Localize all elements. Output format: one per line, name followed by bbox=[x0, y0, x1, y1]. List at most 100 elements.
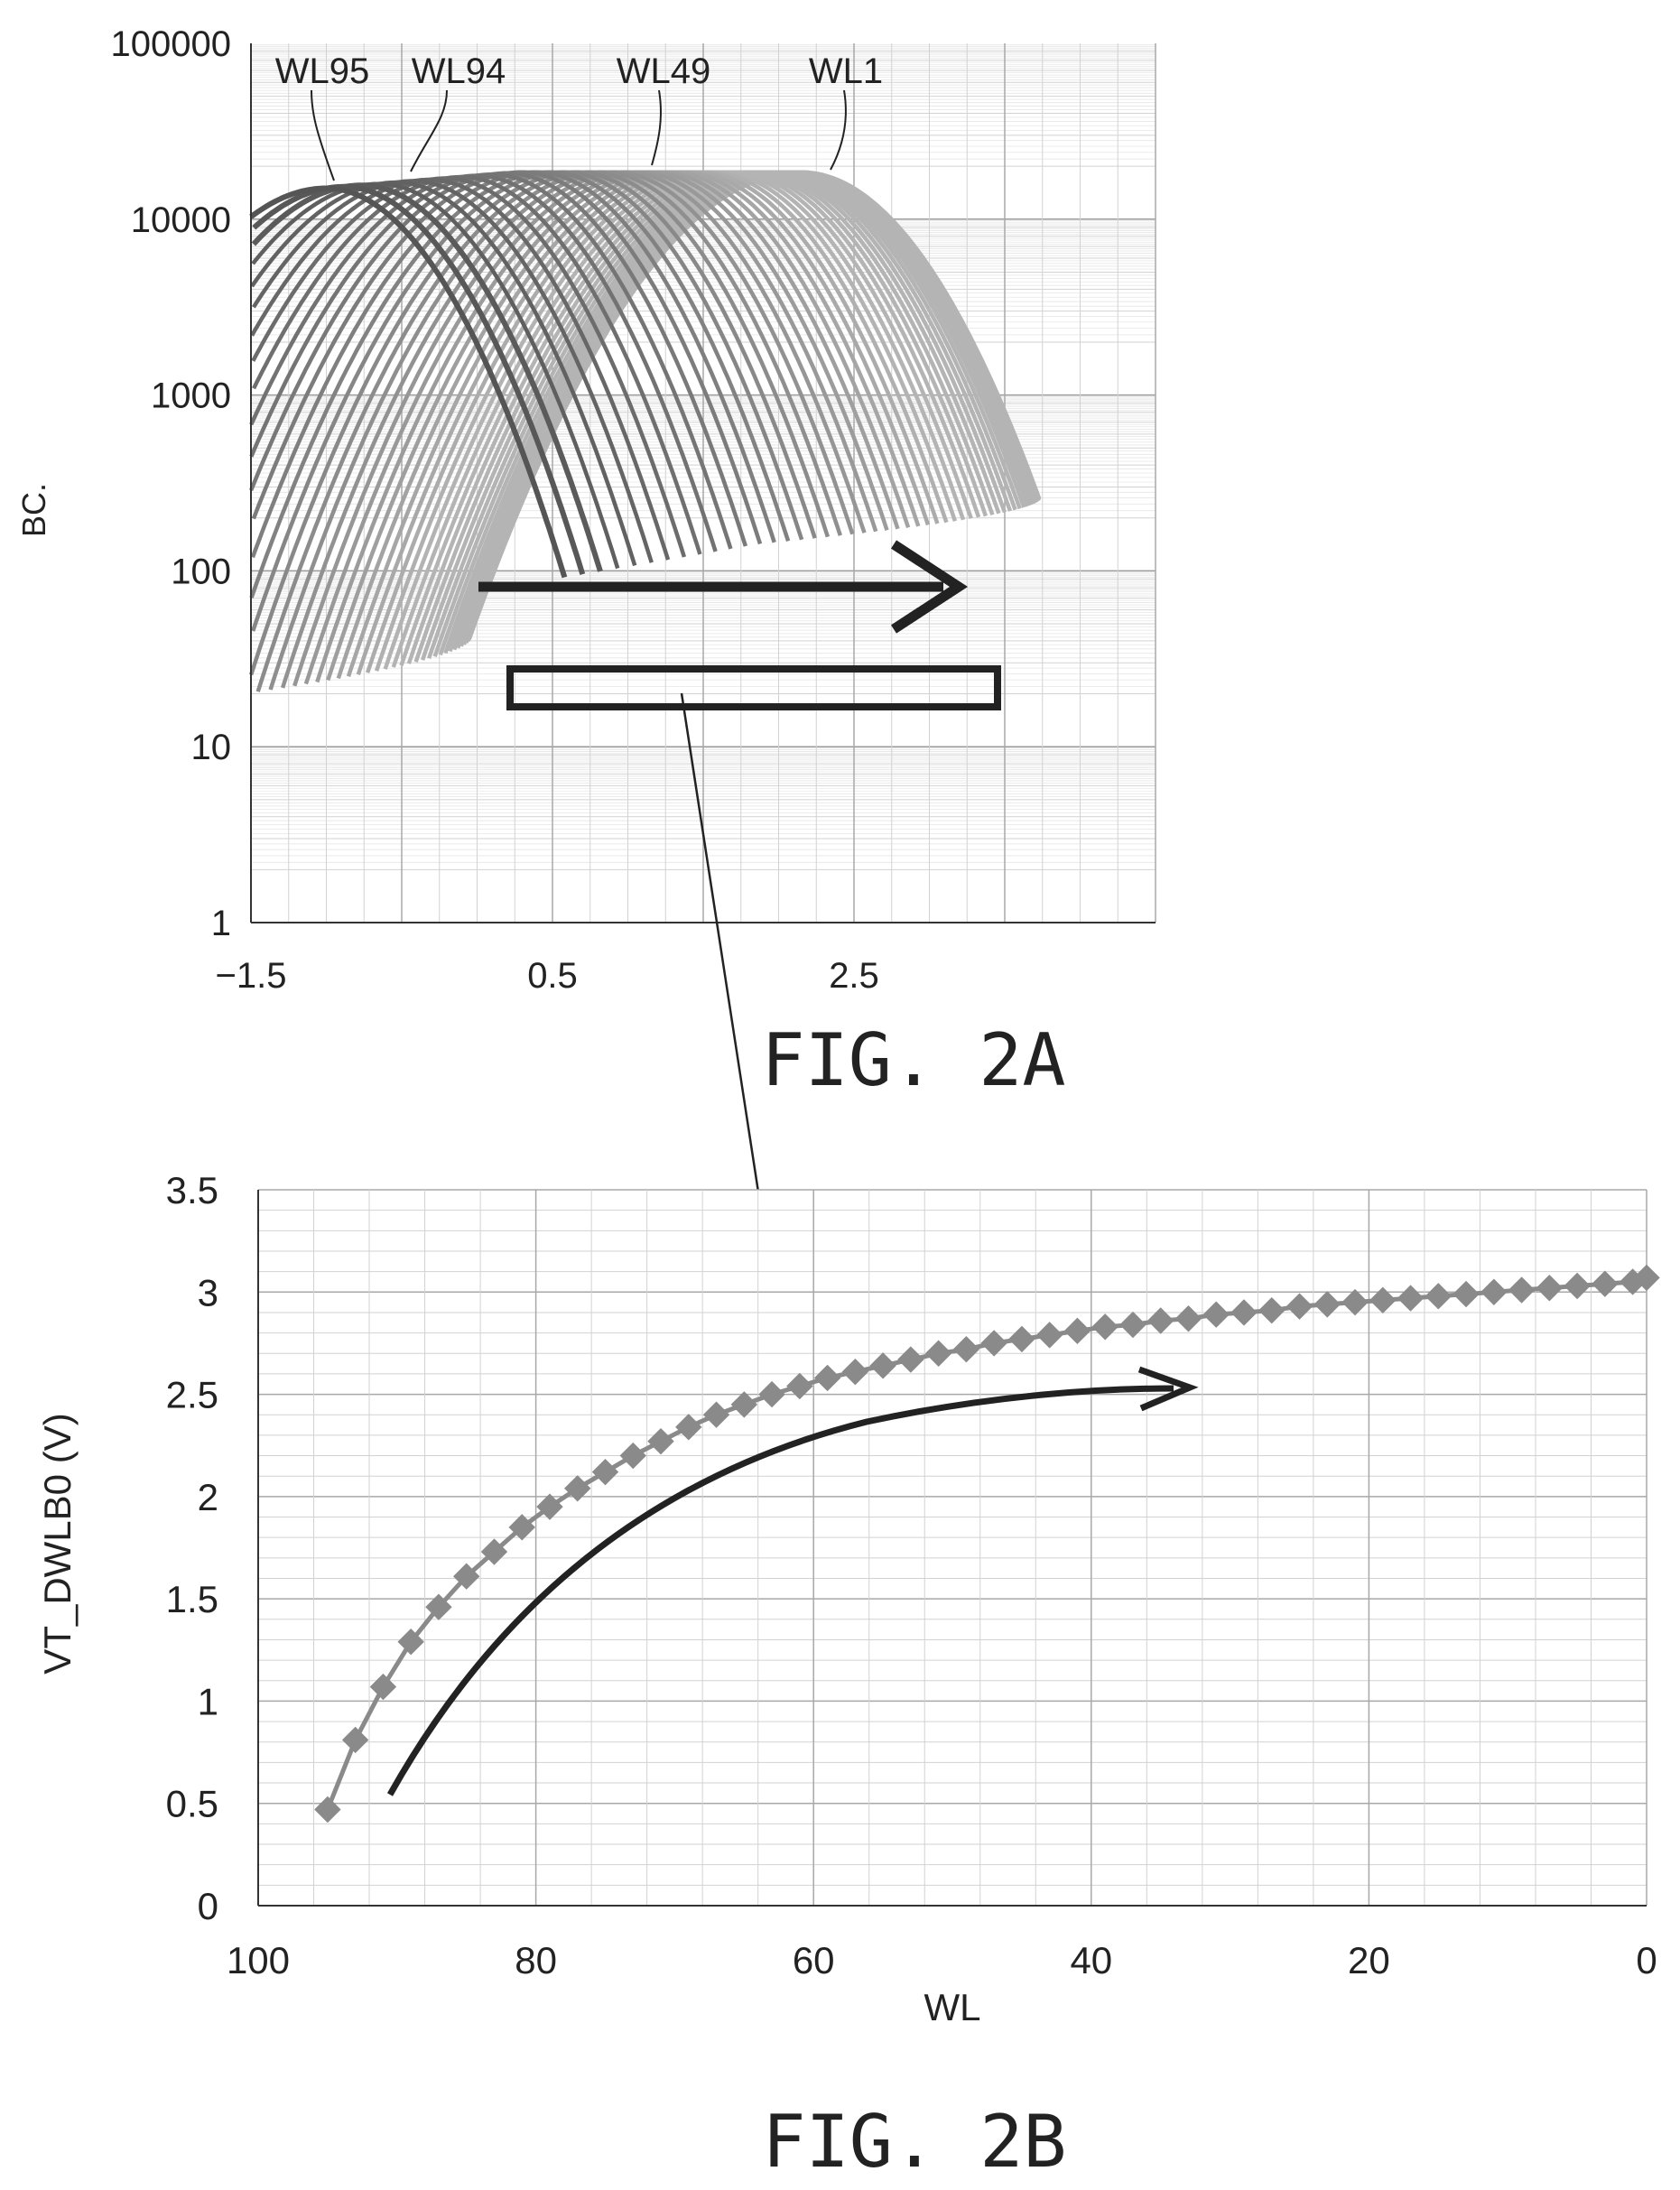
data-point-marker bbox=[314, 1796, 341, 1823]
axes-2a bbox=[250, 43, 1156, 923]
data-point-marker bbox=[508, 1514, 535, 1541]
y-tick-label-2b: 3 bbox=[198, 1271, 218, 1313]
callout-label-wl49: WL49 bbox=[617, 51, 711, 91]
data-point-marker bbox=[1035, 1322, 1063, 1349]
grid-2b bbox=[257, 1189, 1648, 1907]
data-point-marker bbox=[924, 1340, 952, 1367]
data-point-marker bbox=[369, 1673, 397, 1701]
y-tick-label-2b: 2 bbox=[198, 1476, 218, 1518]
shift-arrow bbox=[478, 540, 969, 634]
y-tick-label-2a: 100000 bbox=[111, 24, 231, 64]
data-point-marker bbox=[841, 1358, 869, 1386]
x-tick-label-2a: −1.5 bbox=[216, 956, 287, 996]
distribution-curve bbox=[250, 180, 637, 567]
tick-labels-2b: 0 0.5 1 1.5 2 2.5 3 3.5 100 80 60 40 20 0 bbox=[166, 1169, 1657, 1981]
data-point-marker bbox=[897, 1346, 924, 1373]
distribution-curve bbox=[249, 170, 791, 599]
data-point-marker bbox=[1536, 1275, 1564, 1302]
tick-labels-2a: 1 10 100 1000 10000 100000 −1.5 0.5 2.5 bbox=[111, 24, 879, 996]
data-point-marker bbox=[786, 1372, 813, 1400]
distribution-curve bbox=[251, 170, 804, 632]
data-point-marker bbox=[397, 1629, 424, 1656]
data-point-marker bbox=[980, 1330, 1007, 1357]
leader-line-wl94 bbox=[410, 89, 448, 172]
data-point-marker bbox=[1480, 1278, 1508, 1305]
distribution-curve bbox=[252, 183, 586, 575]
data-markers bbox=[314, 1264, 1660, 1823]
callout-label-wl94: WL94 bbox=[412, 51, 506, 91]
data-point-marker bbox=[1453, 1280, 1480, 1308]
figure-caption-2a: FIG. 2A bbox=[761, 1018, 1065, 1102]
highlight-box bbox=[506, 665, 1001, 710]
distribution-curve bbox=[249, 185, 568, 579]
distribution-curve bbox=[251, 176, 687, 558]
y-tick-label-2a: 10 bbox=[191, 728, 232, 767]
data-point-marker bbox=[341, 1726, 369, 1754]
x-tick-label-2b: 100 bbox=[227, 1939, 290, 1981]
data-point-marker bbox=[1286, 1293, 1313, 1320]
distribution-curve bbox=[336, 170, 911, 680]
data-point-marker bbox=[1341, 1288, 1369, 1316]
data-point-marker bbox=[1592, 1270, 1619, 1297]
distribution-curve bbox=[251, 182, 603, 572]
distribution-curve bbox=[251, 181, 620, 570]
data-point-marker bbox=[1202, 1301, 1230, 1328]
data-point-marker bbox=[647, 1427, 674, 1455]
trend-arrowhead bbox=[1137, 1366, 1199, 1412]
data-point-marker bbox=[425, 1593, 452, 1620]
callouts: WL95 WL94 WL49 WL1 bbox=[275, 51, 883, 181]
data-point-marker bbox=[1230, 1299, 1258, 1326]
callout-label-wl1: WL1 bbox=[809, 51, 883, 91]
data-point-marker bbox=[1119, 1311, 1146, 1339]
data-point-marker bbox=[1564, 1272, 1591, 1300]
data-point-marker bbox=[619, 1442, 646, 1470]
distribution-curve bbox=[268, 170, 842, 691]
y-axis-label-2b: VT_DWLB0 (V) bbox=[36, 1413, 79, 1674]
data-point-marker bbox=[869, 1352, 896, 1379]
distribution-curves bbox=[248, 170, 1042, 692]
leader-line-wl1 bbox=[830, 89, 847, 171]
data-point-marker bbox=[758, 1380, 785, 1408]
data-point-marker bbox=[1008, 1325, 1035, 1353]
data-point-marker bbox=[536, 1493, 563, 1520]
distribution-curve bbox=[406, 170, 981, 664]
axes-2b bbox=[257, 1190, 1647, 1907]
callout-label-wl95: WL95 bbox=[275, 51, 370, 91]
distribution-curve bbox=[346, 170, 921, 677]
trend-arrow bbox=[386, 1385, 1174, 1796]
x-tick-label-2b: 80 bbox=[515, 1939, 557, 1981]
x-tick-label-2b: 40 bbox=[1070, 1939, 1112, 1981]
distribution-curve bbox=[252, 174, 702, 555]
data-point-marker bbox=[591, 1458, 619, 1486]
y-tick-label-2b: 0.5 bbox=[166, 1783, 218, 1825]
distribution-curve bbox=[248, 170, 817, 676]
data-point-marker bbox=[1146, 1307, 1174, 1334]
y-tick-label-2b: 3.5 bbox=[166, 1169, 218, 1211]
histogram-chart: 1 10 100 1000 10000 100000 −1.5 0.5 2.5 BC. WL95… bbox=[15, 24, 1156, 1102]
distribution-curve bbox=[249, 173, 718, 552]
x-axis-label-2b: WL bbox=[924, 1986, 981, 2028]
data-point-marker bbox=[1063, 1317, 1091, 1345]
data-point-marker bbox=[675, 1414, 702, 1441]
x-tick-label-2b: 0 bbox=[1636, 1939, 1657, 1981]
data-point-marker bbox=[564, 1475, 591, 1502]
data-point-marker bbox=[702, 1401, 730, 1428]
x-tick-label-2b: 60 bbox=[793, 1939, 835, 1981]
distribution-curve bbox=[426, 170, 1001, 660]
distribution-curve bbox=[280, 170, 855, 689]
distribution-curve bbox=[250, 177, 671, 561]
distribution-curve bbox=[249, 172, 733, 550]
x-tick-label-2a: 0.5 bbox=[527, 956, 578, 996]
data-point-marker bbox=[1397, 1285, 1425, 1312]
data-point-marker bbox=[730, 1391, 758, 1418]
leader-line-wl49 bbox=[651, 89, 662, 166]
y-tick-label-2b: 1 bbox=[198, 1680, 218, 1722]
y-tick-label-2a: 1 bbox=[211, 904, 231, 943]
scatter-chart: 0 0.5 1 1.5 2 2.5 3 3.5 100 80 60 40 20 0 WL VT_DWLB0… bbox=[36, 1169, 1660, 2184]
x-tick-label-2b: 20 bbox=[1348, 1939, 1390, 1981]
data-point-marker bbox=[452, 1563, 480, 1590]
y-axis-label-2a: BC. bbox=[15, 483, 52, 537]
data-point-marker bbox=[952, 1336, 980, 1363]
leader-line-wl95 bbox=[311, 89, 335, 181]
